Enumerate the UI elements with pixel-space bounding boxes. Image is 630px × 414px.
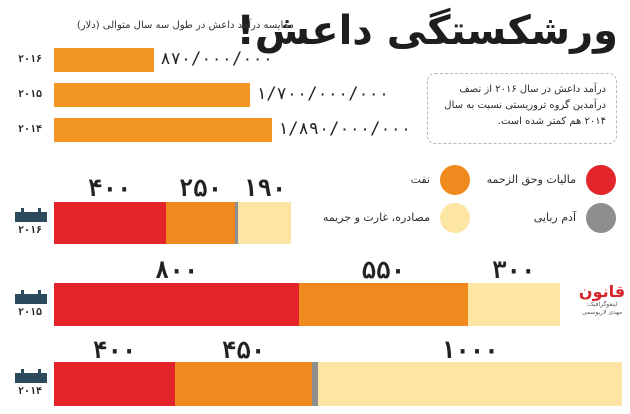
calendar-icon — [15, 208, 47, 222]
segment-value-label: ۸۰۰ — [154, 256, 199, 284]
segment-value-label: ۴۰۰ — [88, 174, 132, 202]
revenue-bar — [54, 118, 272, 142]
bar-segment-oil — [299, 283, 468, 326]
segment-value-label: ۴۰۰ — [93, 336, 137, 364]
bar-segment-seizure — [238, 202, 292, 244]
legend-label: نفت — [410, 173, 430, 186]
segment-value-label: ۵۵۰ — [361, 256, 406, 284]
segment-value-label: ۴۵۰ — [222, 336, 266, 364]
page-title: ورشکستگی داعش! — [236, 8, 619, 54]
revenue-value-label: ۱/۷۰۰/۰۰۰/۰۰۰ — [256, 84, 390, 104]
segment-value-label: ۲۵۰ — [178, 174, 223, 202]
revenue-bar — [54, 83, 251, 107]
cream-dot-icon — [440, 203, 470, 233]
bar-segment-seizure — [467, 283, 560, 326]
bar-segment-tax — [54, 362, 176, 406]
revenue-value-label: ۸۷۰/۰۰۰/۰۰۰ — [160, 49, 273, 69]
orange-dot-icon — [440, 165, 470, 195]
bar-segment-tax — [54, 202, 166, 244]
bar-segment-kidnap — [311, 362, 319, 406]
red-dot-icon — [586, 165, 616, 195]
bar-segment-oil — [175, 362, 312, 406]
year-label: ۲۰۱۴ — [18, 386, 43, 397]
legend-label: مالیات وحق الزحمه — [486, 173, 576, 186]
segment-value-label: ۱۹۰ — [242, 174, 287, 202]
bar-segment-kidnap — [235, 202, 239, 244]
logo-credit-1: اینفوگرافیک: — [586, 301, 618, 308]
logo-credit-2: مهدی لاریوسمی — [581, 309, 623, 316]
bar-segment-seizure — [318, 362, 622, 406]
calendar-icon — [15, 289, 47, 304]
legend-label: آدم ربایی — [533, 211, 576, 224]
brand-logo: قانون اینفوگرافیک: مهدی لاریوسمی — [578, 282, 626, 330]
revenue-bar — [54, 48, 155, 72]
segment-value-label: ۱۰۰۰ — [440, 336, 499, 364]
legend-label: مصادره، غارت و جریمه — [322, 211, 430, 224]
year-label: ۲۰۱۶ — [18, 54, 43, 65]
bar-segment-oil — [165, 202, 236, 244]
year-label: ۲۰۱۵ — [18, 89, 43, 100]
chart-subtitle: مقایسه درآمد داعش در طول سه سال متوالی (… — [76, 20, 294, 31]
logo-text: قانون — [578, 282, 626, 301]
segment-value-label: ۳۰۰ — [492, 256, 536, 284]
gray-dot-icon — [586, 203, 616, 233]
year-label: ۲۰۱۴ — [18, 124, 43, 135]
revenue-value-label: ۱/۸۹۰/۰۰۰/۰۰۰ — [278, 119, 412, 139]
calendar-icon — [15, 369, 47, 383]
info-note: درآمد داعش در سال ۲۰۱۶ از نصف درآمدین گر… — [427, 73, 617, 144]
bar-segment-tax — [54, 283, 300, 326]
year-label: ۲۰۱۵ — [18, 306, 43, 318]
year-label: ۲۰۱۶ — [18, 225, 43, 236]
